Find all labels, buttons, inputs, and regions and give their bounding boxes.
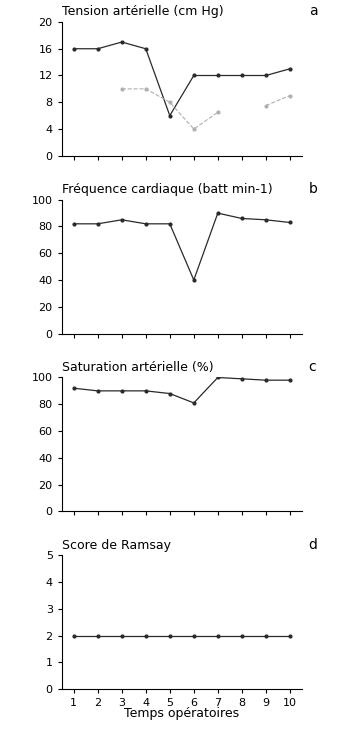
Text: d: d (309, 537, 318, 551)
Text: b: b (309, 182, 318, 196)
Text: Score de Ramsay: Score de Ramsay (62, 539, 171, 551)
Text: c: c (309, 360, 316, 374)
Text: Temps opératoires: Temps opératoires (124, 707, 239, 721)
Text: Tension artérielle (cm Hg): Tension artérielle (cm Hg) (62, 5, 223, 18)
Text: a: a (309, 4, 317, 18)
Text: Saturation artérielle (%): Saturation artérielle (%) (62, 361, 213, 374)
Text: Fréquence cardiaque (batt min-1): Fréquence cardiaque (batt min-1) (62, 183, 272, 196)
